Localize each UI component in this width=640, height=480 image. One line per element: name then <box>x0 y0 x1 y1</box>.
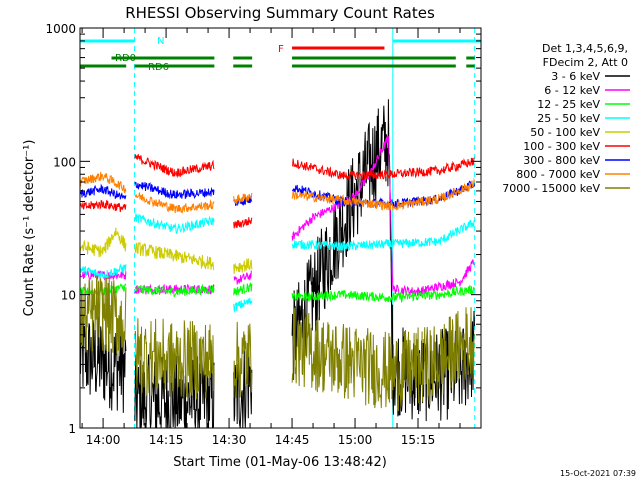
y-axis-label: Count Rate (s⁻¹ detector⁻¹) <box>22 140 37 317</box>
series-line-4 <box>79 227 253 274</box>
series-line-6 <box>79 180 475 209</box>
legend-label: 6 - 12 keV <box>544 84 600 97</box>
y-tick-label: 10 <box>61 289 76 303</box>
legend-header-line-1: Det 1,3,4,5,6,9, <box>542 42 628 55</box>
flag-f: F <box>278 44 385 55</box>
flag-rd6: RD6 <box>80 62 475 73</box>
plot-frame <box>79 27 482 429</box>
x-tick-label: 14:30 <box>212 433 247 447</box>
series-line-5 <box>79 154 475 229</box>
legend-label: 50 - 100 keV <box>530 126 600 139</box>
x-axis-label: Start Time (01-May-06 13:48:42) <box>173 455 387 470</box>
x-tick-label: 14:45 <box>275 433 310 447</box>
series-line-2 <box>79 281 475 304</box>
flag-label: N <box>157 36 164 47</box>
x-tick-label: 15:15 <box>401 433 436 447</box>
legend-label: 100 - 300 keV <box>523 140 600 153</box>
legend: Det 1,3,4,5,6,9, FDecim 2, Att 0 3 - 6 k… <box>502 42 630 195</box>
legend-label: 800 - 7000 keV <box>516 168 600 181</box>
flag-n: N <box>80 36 481 47</box>
timestamp: 15-Oct-2021 07:39 <box>560 469 636 478</box>
chart-title: RHESSI Observing Summary Count Rates <box>125 4 435 22</box>
x-tick-label: 14:15 <box>149 433 184 447</box>
x-tick-label: 15:00 <box>338 433 373 447</box>
flag-label: RD0 <box>115 53 136 64</box>
flag-label: F <box>278 44 284 55</box>
y-tick-label: 1000 <box>45 22 76 36</box>
x-axis: 14:00 14:15 14:30 14:45 15:00 15:15 <box>81 28 482 447</box>
legend-label: 300 - 800 keV <box>523 154 600 167</box>
x-tick-label: 14:00 <box>86 433 121 447</box>
y-axis: 1 10 100 1000 <box>45 22 481 436</box>
series-line-8 <box>79 274 475 412</box>
legend-label: 3 - 6 keV <box>551 70 600 83</box>
series-line-3 <box>79 213 475 314</box>
plot-area: N F RD0 RD6 <box>79 28 481 429</box>
flag-rd0: RD0 <box>111 53 475 64</box>
series-line-1 <box>79 135 475 297</box>
y-tick-label: 1 <box>68 422 76 436</box>
legend-header-line-2: FDecim 2, Att 0 <box>543 56 628 69</box>
legend-label: 25 - 50 keV <box>537 112 600 125</box>
y-tick-label: 100 <box>53 155 76 169</box>
legend-label: 12 - 25 keV <box>537 98 600 111</box>
series-line-7 <box>79 171 475 214</box>
flag-label: RD6 <box>148 62 169 73</box>
legend-label: 7000 - 15000 keV <box>502 182 600 195</box>
axes <box>79 27 482 429</box>
